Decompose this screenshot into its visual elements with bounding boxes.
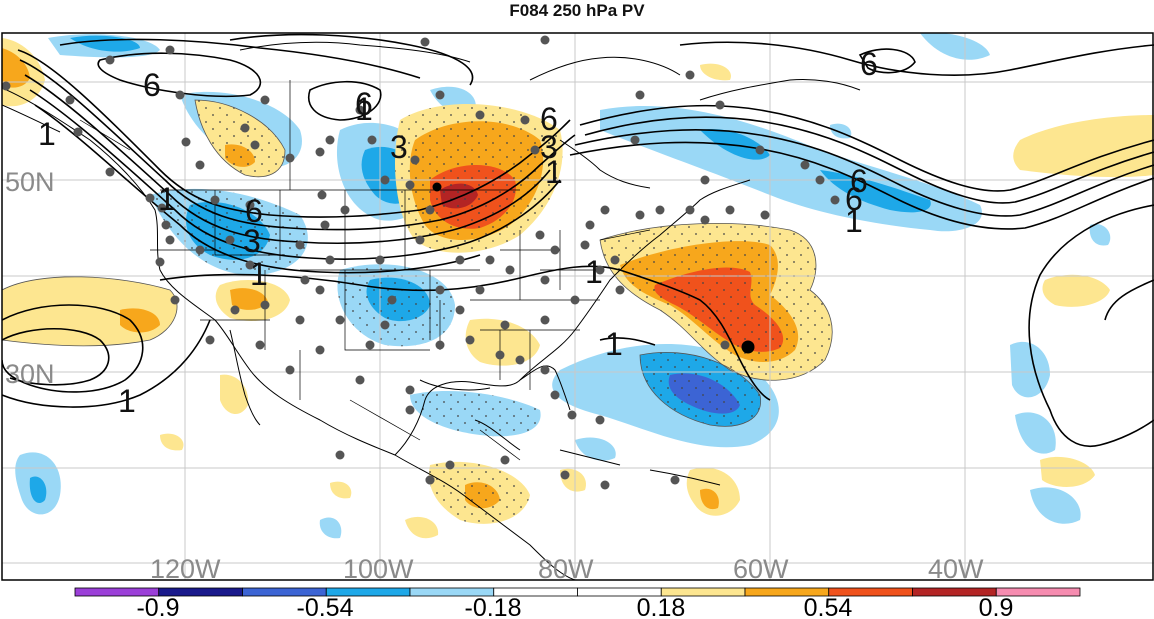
colorbar-tick-label: -0.18 — [465, 594, 522, 619]
state-borders — [79, 80, 651, 461]
contour-label: 6 — [850, 163, 868, 199]
contour-label: 6 — [355, 86, 373, 122]
pv-contours — [2, 33, 1154, 447]
contour-label: 1 — [38, 116, 56, 152]
shading-layer — [2, 33, 1154, 539]
coastlines — [2, 41, 861, 580]
lat-label: 50N — [5, 167, 55, 197]
contour-label: 1 — [158, 181, 176, 217]
contour-label: 1 — [545, 154, 563, 190]
anomaly-outlines — [2, 99, 833, 427]
contour-label: 1 — [118, 383, 136, 419]
contour-label: 6 — [845, 181, 863, 217]
contour-label: 1 — [605, 326, 623, 362]
contour-label: 1 — [585, 254, 603, 290]
contour-label: 3 — [243, 223, 261, 259]
contour-label: 6 — [540, 101, 558, 137]
contour-label: 6 — [245, 193, 263, 229]
contour-label: 3 — [390, 129, 408, 165]
map-title: F084 250 hPa PV — [509, 1, 645, 20]
colorbar-swatch — [995, 587, 1081, 597]
plot-frame — [1, 32, 1154, 581]
light-blue-shading — [15, 33, 1111, 539]
contour-label-group: 6 6 6 6 6 6 6 3 3 3 1 1 1 1 1 1 1 1 1 — [38, 46, 878, 419]
light-yellow-shading — [2, 38, 1154, 539]
colorbar-tick-label: -0.54 — [297, 594, 354, 619]
lon-label: 40W — [928, 554, 984, 584]
lon-label: 80W — [538, 554, 594, 584]
colorbar-tick-label: 0.9 — [979, 594, 1014, 619]
colorbar-tick-label: 0.18 — [637, 594, 686, 619]
colorbar-labels: -0.9 -0.54 -0.18 0.18 0.54 0.9 — [136, 594, 1013, 619]
station-markers — [2, 35, 840, 490]
contour-label: 3 — [540, 129, 558, 165]
contour-label: 6 — [860, 46, 878, 82]
contour-label: 1 — [355, 91, 373, 127]
storm-center-marker — [741, 340, 755, 354]
contour-label: 6 — [143, 67, 161, 103]
axis-labels: 120W 100W 80W 60W 40W 50N 30N — [5, 167, 984, 584]
colorbar — [74, 587, 1081, 597]
lat-label: 30N — [5, 359, 55, 389]
lon-label: 100W — [343, 554, 414, 584]
contour-label: 1 — [845, 203, 863, 239]
graticule — [2, 33, 1154, 580]
colorbar-tick-label: -0.9 — [136, 594, 179, 619]
station-marker-dark — [432, 182, 442, 192]
lon-label: 120W — [150, 554, 221, 584]
contour-label: 1 — [250, 256, 268, 292]
lon-label: 60W — [733, 554, 789, 584]
colorbar-tick-label: 0.54 — [804, 594, 853, 619]
